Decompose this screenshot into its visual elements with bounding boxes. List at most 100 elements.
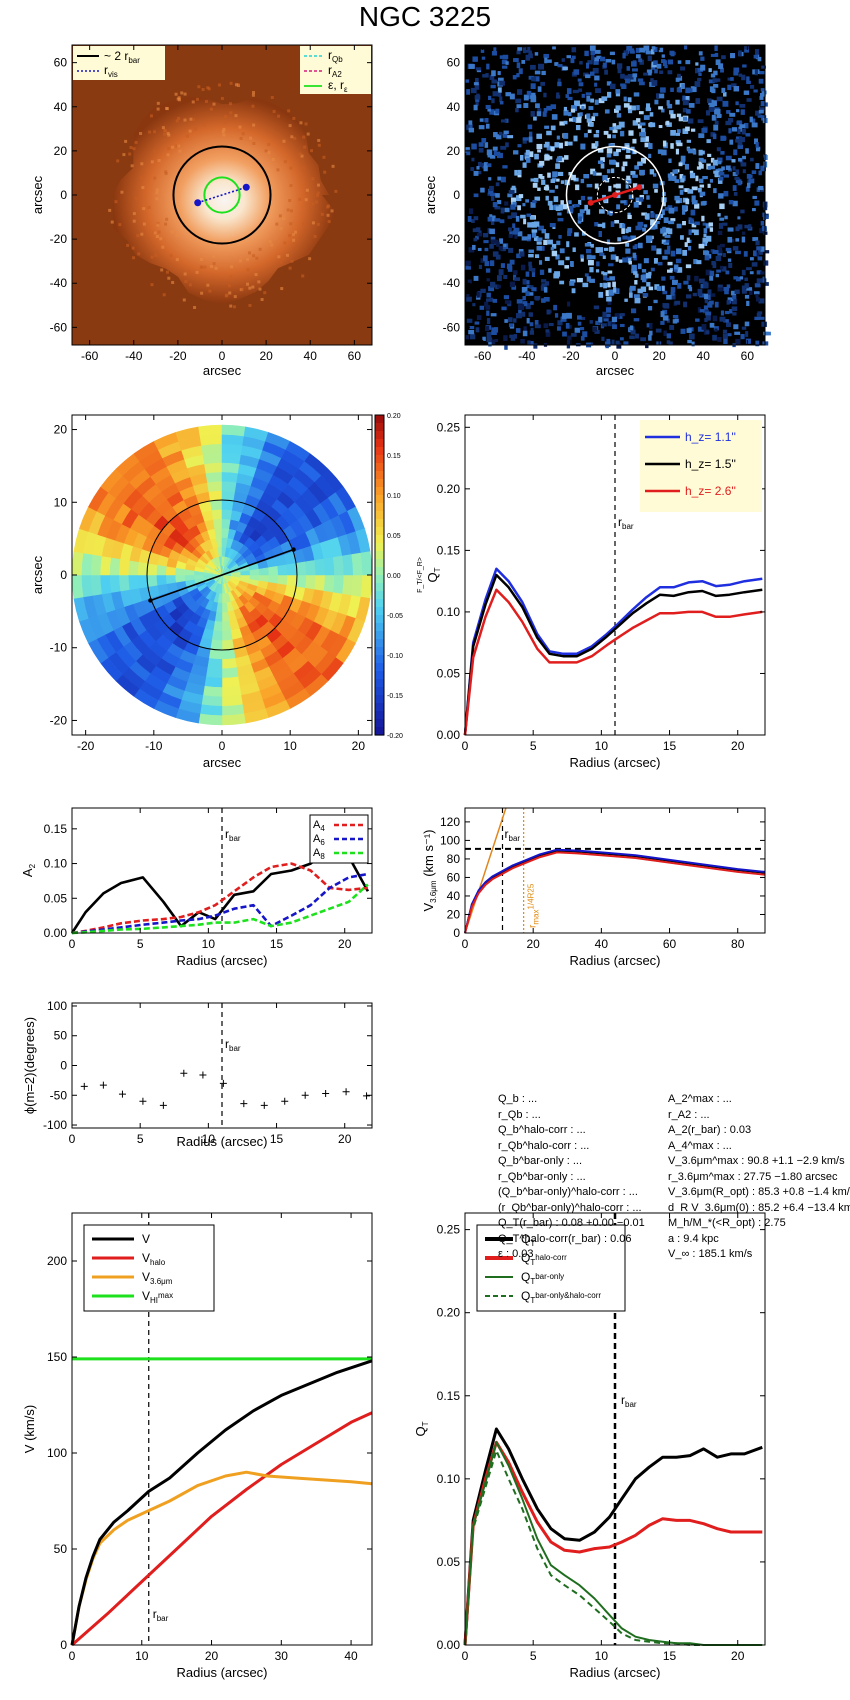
image-speckle [208,289,212,293]
residual-speckle [660,311,665,318]
residual-speckle [520,264,526,271]
residual-speckle [595,129,600,134]
residual-speckle [718,193,724,199]
force-cell [209,499,223,511]
image-speckle [233,295,237,299]
force-cell [221,462,240,474]
residual-speckle [643,72,649,76]
residual-speckle [615,92,621,97]
residual-speckle [666,294,672,300]
image-speckle [128,152,132,156]
residual-speckle [713,188,717,194]
residual-speckle [717,168,724,172]
residual-speckle [559,280,565,285]
force-cell [221,452,242,465]
residual-speckle [467,215,472,222]
residual-speckle [471,157,475,162]
force-cell [314,574,326,592]
residual-speckle [656,63,662,69]
residual-speckle [476,315,482,321]
colorbar-cell [375,647,384,656]
force-cell [71,551,84,576]
colorbar-cell [375,503,384,512]
residual-speckle [526,318,530,324]
residual-speckle [525,54,531,61]
colorbar-cell [375,471,384,480]
image-speckle [124,139,128,143]
colorbar-label: F_T/<F_R> [417,557,424,593]
image-speckle [155,188,159,192]
residual-speckle [505,142,509,148]
residual-speckle [754,200,760,206]
residual-speckle [707,289,712,295]
image-speckle [258,287,262,291]
image-speckle [234,83,238,87]
residual-speckle [559,248,565,254]
residual-speckle [566,339,572,345]
residual-speckle [643,224,648,228]
residual-speckle [672,175,677,182]
residual-speckle [707,294,711,300]
params-right: A_2^max : ... r_A2 : ... A_2(r_bar) : 0.03… [668,1092,850,1263]
residual-speckle [674,264,679,270]
residual-speckle [578,88,583,92]
residual-speckle [611,339,615,346]
residual-speckle [698,178,704,184]
residual-speckle [703,228,708,234]
series-line [464,851,766,934]
residual-speckle [639,132,645,137]
image-speckle [222,133,226,137]
residual-speckle [625,243,630,247]
force-cell [198,424,223,437]
residual-speckle [486,278,490,282]
image-speckle [280,287,284,291]
residual-speckle [484,247,489,252]
image-speckle [251,93,255,97]
legend-left-box [73,46,165,80]
phase-point [80,1082,88,1090]
residual-speckle [687,284,692,289]
residual-speckle [486,292,491,298]
residual-speckle [744,49,749,53]
image-speckle [293,230,297,234]
residual-speckle [759,71,765,75]
residual-speckle [675,258,682,264]
image-speckle [287,109,291,113]
force-cell [118,574,130,592]
image-speckle [301,274,305,278]
colorbar-cell [375,719,384,728]
residual-speckle [717,336,722,342]
residual-speckle [761,321,767,327]
residual-speckle [500,247,506,252]
residual-speckle [521,236,528,241]
residual-speckle [694,81,701,87]
residual-speckle [630,308,637,314]
colorbar-tick-label: -0.10 [387,653,403,660]
residual-speckle [754,69,758,76]
residual-speckle [741,74,746,81]
x-axis-label: Radius (arcsec) [569,755,660,770]
residual-speckle [606,81,612,86]
residual-speckle [536,133,542,139]
residual-speckle [746,98,752,102]
residual-speckle [607,321,612,327]
residual-speckle [515,215,520,222]
residual-speckle [570,108,576,113]
residual-speckle [658,93,665,99]
residual-speckle [582,331,588,338]
residual-speckle [677,60,682,64]
residual-speckle [613,184,618,188]
residual-speckle [755,340,760,347]
residual-speckle [518,309,522,314]
residual-speckle [595,247,600,253]
colorbar-cell [375,623,384,632]
residual-speckle [589,122,594,127]
residual-speckle [577,321,582,326]
residual-speckle [661,276,666,281]
x-tick-label: 0 [69,1649,76,1663]
force-cell [109,574,121,593]
residual-speckle [520,338,525,344]
residual-speckle [528,131,533,137]
